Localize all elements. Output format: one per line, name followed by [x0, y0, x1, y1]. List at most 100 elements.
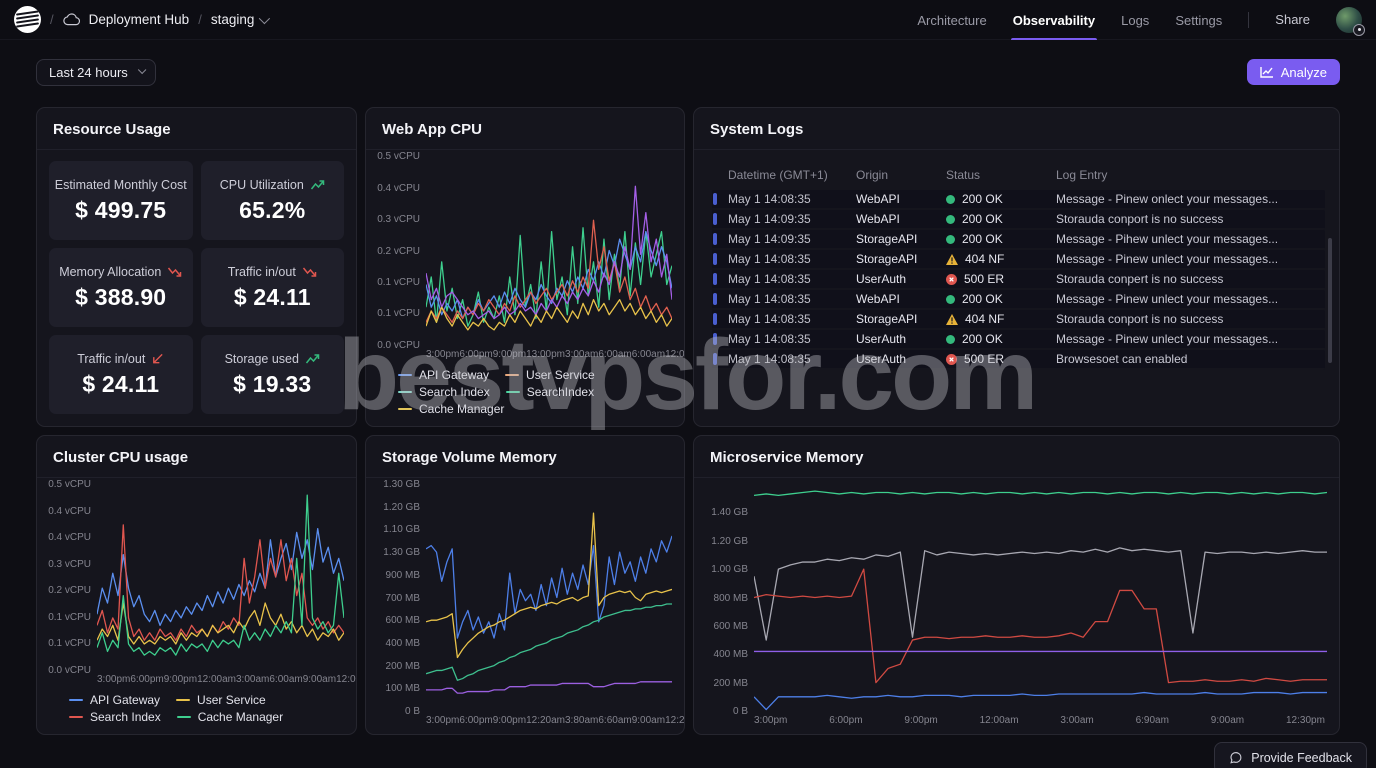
- log-datetime: May 1 14:08:35: [728, 332, 811, 346]
- stat-card: CPU Utilization 65.2%: [200, 161, 344, 240]
- environment-selector[interactable]: staging: [210, 12, 271, 27]
- y-tick-label: 0.0 vCPU: [377, 340, 420, 351]
- x-tick-label: 12:00pm: [665, 349, 685, 360]
- legend-swatch-icon: [398, 373, 412, 377]
- log-origin: UserAuth: [856, 272, 907, 286]
- speech-bubble-icon: [1229, 751, 1243, 765]
- trend-up-icon: [305, 353, 320, 365]
- legend-item[interactable]: Cache Manager: [176, 710, 283, 724]
- environment-label: staging: [210, 12, 255, 27]
- legend-swatch-icon: [505, 390, 520, 394]
- stat-label: Storage used: [225, 352, 320, 366]
- table-row[interactable]: May 1 14:09:35 StorageAPI 200 OK Message - …: [712, 230, 1325, 250]
- status-ok-icon: [946, 294, 955, 304]
- share-button[interactable]: Share: [1275, 12, 1310, 27]
- analyze-button[interactable]: Analyze: [1246, 59, 1340, 85]
- log-status: 404 NF: [946, 312, 1056, 326]
- y-tick-label: 200 MB: [713, 677, 748, 689]
- log-datetime: May 1 14:08:35: [728, 252, 811, 266]
- x-tick-label: 9:00pm: [492, 349, 527, 360]
- cluster-cpu-panel: Cluster CPU usage 0.5 vCPU 0.4 vCPU 0.4 vC…: [36, 435, 357, 735]
- log-datetime: May 1 14:08:35: [728, 352, 811, 366]
- log-entry: Storauda conpert is no success: [1056, 272, 1224, 286]
- logs-scrollbar[interactable]: [1328, 238, 1332, 363]
- panel-title: Microservice Memory: [694, 436, 1339, 478]
- stat-card: Traffic in/out $ 24.11: [49, 335, 193, 414]
- x-tick-label: 9:00am: [1210, 715, 1245, 726]
- y-tick-label: 700 MB: [385, 592, 420, 604]
- x-tick-label: 12:00am: [197, 674, 236, 685]
- table-row[interactable]: May 1 14:08:35 StorageAPI 404 NF Storauda c…: [712, 310, 1325, 330]
- log-datetime: May 1 14:08:35: [728, 272, 811, 286]
- web-app-cpu-chart: 0.5 vCPU 0.4 vCPU 0.3 vCPU 0.2 vCPU 0.1 vCPU…: [374, 151, 684, 418]
- plot-area: [97, 484, 344, 670]
- column-header: Status: [946, 168, 981, 182]
- panel-title: System Logs: [694, 108, 1339, 150]
- y-tick-label: 1.20 GB: [383, 501, 420, 513]
- x-tick-label: 6:60am: [598, 715, 632, 726]
- log-status: 200 OK: [946, 212, 1056, 226]
- y-tick-label: 1.20 GB: [711, 535, 748, 547]
- avatar[interactable]: [1336, 6, 1365, 36]
- legend-item[interactable]: Search Index: [69, 710, 161, 724]
- tab-logs[interactable]: Logs: [1121, 12, 1150, 28]
- legend-item[interactable]: Search Index: [398, 385, 490, 399]
- avatar-badge: [1353, 23, 1365, 36]
- x-tick-label: 6:00am: [269, 674, 303, 685]
- stat-value: 65.2%: [239, 196, 306, 223]
- legend-item[interactable]: SearchIndex: [505, 385, 594, 399]
- legend-item[interactable]: API Gateway: [398, 368, 489, 382]
- table-row[interactable]: May 1 14:08:35 WebAPI 200 OK Message - Pine…: [712, 190, 1325, 210]
- tab-architecture[interactable]: Architecture: [917, 12, 987, 28]
- log-level-bar: [713, 273, 717, 285]
- breadcrumb: / Deployment Hub / staging: [14, 6, 271, 33]
- stat-value: $ 24.11: [82, 370, 160, 397]
- y-tick-label: 800 MB: [713, 592, 748, 604]
- provide-feedback-button[interactable]: Provide Feedback: [1214, 742, 1367, 768]
- legend-item[interactable]: User Service: [505, 368, 595, 382]
- x-axis-labels: 3:00pm 6:00pm 9:00pm 12:00am 3:00am 6:90am 9:0…: [754, 715, 1325, 726]
- log-entry: Browsesoet can enabled: [1056, 352, 1188, 366]
- legend-item[interactable]: User Service: [176, 693, 266, 707]
- table-row[interactable]: May 1 14:09:35 WebAPI 200 OK Storauda conpo…: [712, 210, 1325, 230]
- y-tick-label: 0.2 vCPU: [48, 585, 91, 597]
- y-tick-label: 200 MB: [385, 660, 420, 672]
- status-ok-icon: [946, 214, 955, 224]
- log-status: 200 OK: [946, 232, 1056, 246]
- chart-line-icon: [1260, 66, 1274, 78]
- breadcrumb-app[interactable]: Deployment Hub: [88, 12, 190, 27]
- cloud-icon: [62, 13, 80, 26]
- logs-header-row: Datetime (GMT+1) Origin Status Log Entry: [712, 160, 1325, 190]
- tab-settings[interactable]: Settings: [1175, 12, 1223, 28]
- stat-label: CPU Utilization: [220, 178, 325, 192]
- log-entry: Message - Pinew unlect your messages...: [1056, 332, 1279, 346]
- stat-card: Memory Allocation $ 388.90: [49, 248, 193, 327]
- y-tick-label: 0.1 vCPU: [48, 611, 91, 623]
- log-status: 500 ER: [946, 352, 1056, 366]
- table-row[interactable]: May 1 14:08:35 UserAuth 500 ER Browsesoet c…: [712, 350, 1325, 370]
- x-tick-label: 3:00am: [1060, 715, 1094, 726]
- y-tick-label: 0.1 vCPU: [377, 277, 420, 289]
- y-tick-label: 1.00 GB: [711, 564, 748, 576]
- x-tick-label: 13:00pm: [526, 349, 565, 360]
- log-datetime: May 1 14:08:35: [728, 192, 811, 206]
- tab-observability[interactable]: Observability: [1010, 0, 1098, 40]
- table-row[interactable]: May 1 14:08:35 UserAuth 200 OK Message - Pi…: [712, 330, 1325, 350]
- app-logo-icon[interactable]: [14, 6, 41, 33]
- table-row[interactable]: May 1 14:08:35 StorageAPI 404 NF Message - …: [712, 250, 1325, 270]
- time-range-dropdown[interactable]: Last 24 hours: [36, 58, 156, 86]
- stat-label: Traffic in/out: [77, 352, 164, 366]
- y-tick-label: 1.40 GB: [711, 507, 748, 519]
- status-error-icon: [946, 273, 957, 285]
- x-tick-label: 6:00pm: [459, 715, 493, 726]
- log-datetime: May 1 14:08:35: [728, 292, 811, 306]
- stat-label: Traffic in/out: [228, 265, 317, 279]
- legend-item[interactable]: API Gateway: [69, 693, 160, 707]
- legend-item[interactable]: Cache Manager: [398, 402, 504, 416]
- chevron-down-icon: [259, 12, 271, 24]
- table-row[interactable]: May 1 14:08:35 WebAPI 200 OK Message - Pine…: [712, 290, 1325, 310]
- x-tick-label: 3:80am: [565, 715, 599, 726]
- time-range-value: Last 24 hours: [49, 64, 128, 80]
- x-tick-label: 12:00am: [979, 715, 1019, 726]
- table-row[interactable]: May 1 14:08:35 UserAuth 500 ER Storauda con…: [712, 270, 1325, 290]
